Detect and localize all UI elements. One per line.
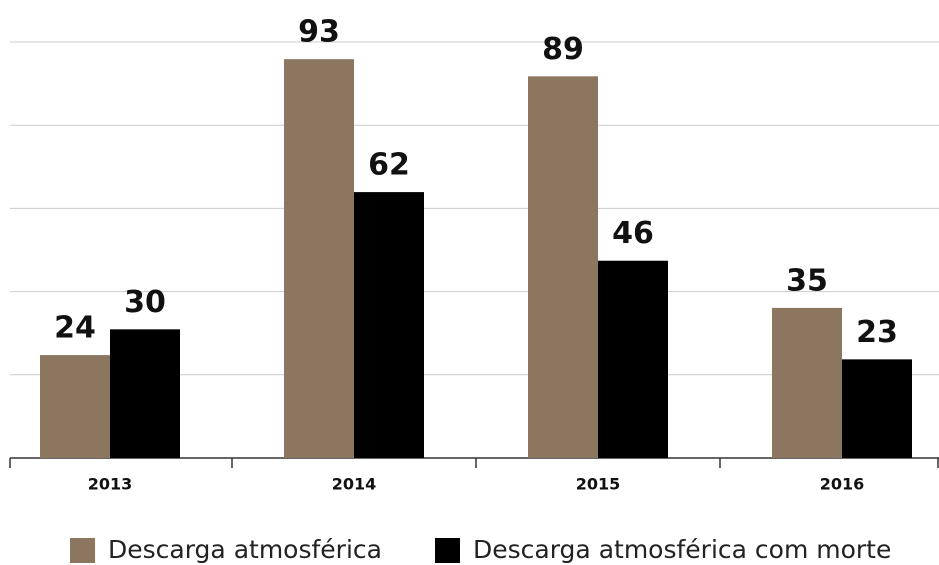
data-label: 62 bbox=[368, 148, 410, 183]
data-label: 24 bbox=[54, 311, 96, 346]
legend-swatch bbox=[70, 538, 95, 563]
data-label: 93 bbox=[298, 15, 340, 50]
bar bbox=[354, 192, 424, 458]
data-label: 46 bbox=[612, 216, 654, 251]
bar bbox=[772, 307, 842, 458]
bar bbox=[284, 59, 354, 459]
bar bbox=[842, 359, 912, 458]
x-tick-label: 2016 bbox=[820, 475, 865, 494]
bar bbox=[528, 76, 598, 459]
legend-label: Descarga atmosférica com morte bbox=[473, 535, 891, 564]
x-tick-label: 2013 bbox=[88, 475, 133, 494]
legend-label: Descarga atmosférica bbox=[108, 535, 382, 564]
x-tick-label: 2015 bbox=[576, 475, 621, 494]
bar bbox=[598, 260, 668, 458]
data-label: 23 bbox=[856, 315, 898, 350]
data-label: 30 bbox=[124, 285, 166, 320]
x-tick-label: 2014 bbox=[332, 475, 377, 494]
data-label: 89 bbox=[542, 32, 584, 67]
legend-swatch bbox=[435, 538, 460, 563]
data-label: 35 bbox=[786, 263, 828, 298]
bar bbox=[110, 329, 180, 458]
bar bbox=[40, 355, 110, 458]
